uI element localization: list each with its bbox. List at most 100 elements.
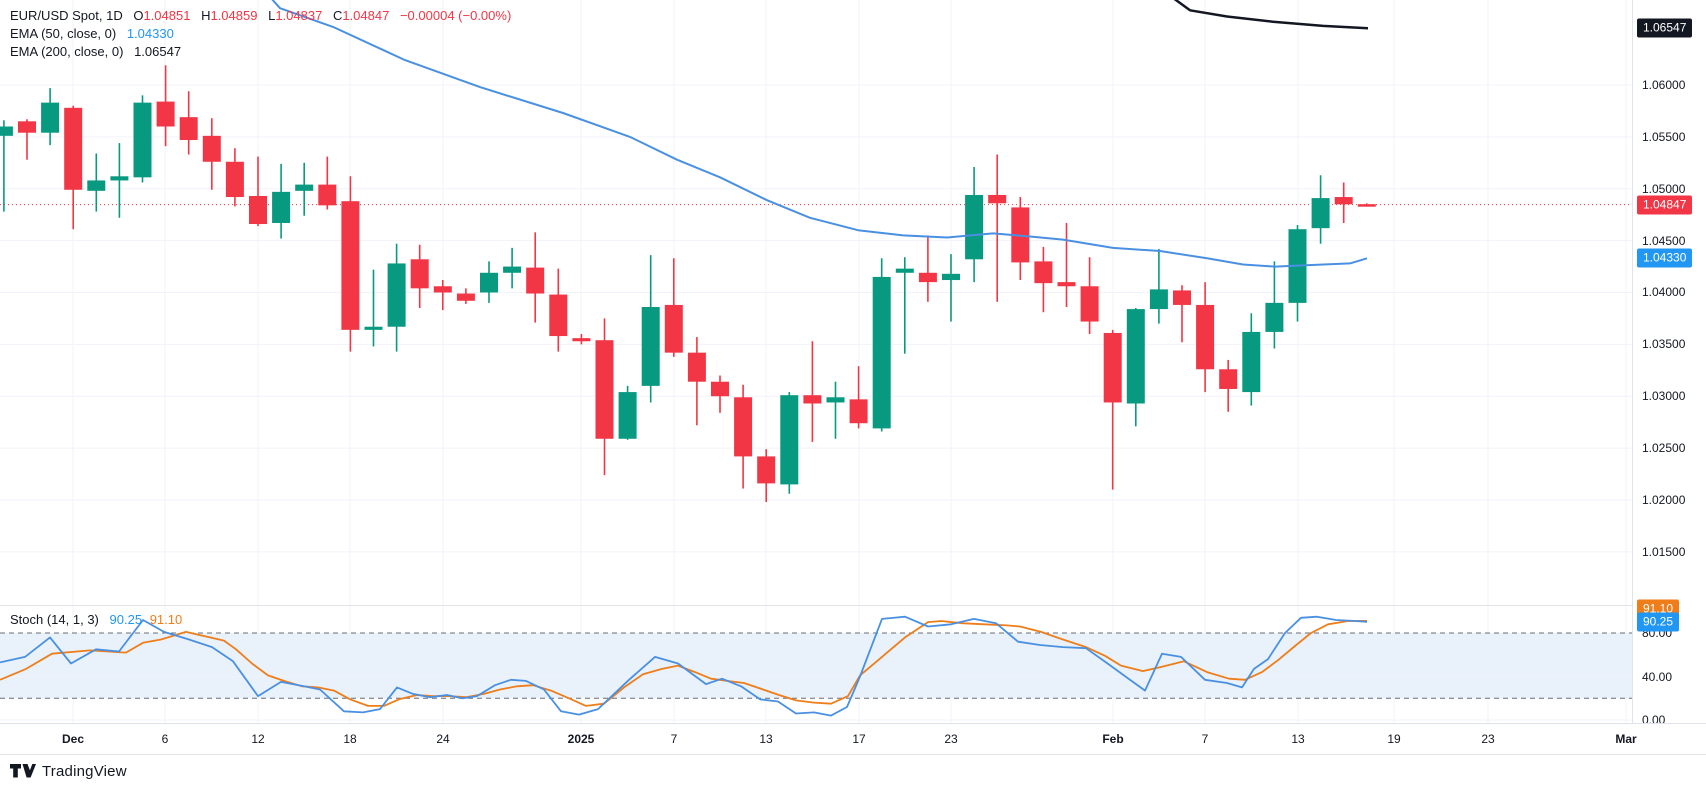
candle-body[interactable] <box>988 194 1007 204</box>
candle-body[interactable] <box>456 293 475 301</box>
candle-body[interactable] <box>1057 282 1076 287</box>
candle-body[interactable] <box>1149 289 1168 310</box>
time-tick-label: 24 <box>436 732 450 746</box>
candle-body[interactable] <box>572 338 591 342</box>
candle-body[interactable] <box>410 259 429 289</box>
price-badge: 1.04847 <box>1637 195 1693 215</box>
price-tick-label: 1.04500 <box>1642 233 1686 248</box>
candle-body[interactable] <box>803 395 822 404</box>
high-label: H <box>201 8 211 23</box>
candle-body[interactable] <box>757 456 776 484</box>
tradingview-logo[interactable]: TradingView <box>10 760 127 782</box>
time-axis[interactable]: Dec 6 12 18 24 2025 7 13 17 23 Feb 7 13 19 23 Mar <box>0 723 1706 755</box>
candle-body[interactable] <box>249 196 267 225</box>
candle-body[interactable] <box>1126 309 1145 404</box>
price-tick-label: 1.03000 <box>1642 389 1686 404</box>
candle-body[interactable] <box>895 268 914 273</box>
candle-body[interactable] <box>433 286 452 293</box>
symbol-title: EUR/USD Spot, 1D <box>10 8 123 23</box>
open-value: 1.04851 <box>143 8 191 23</box>
high-value: 1.04859 <box>210 8 258 23</box>
stoch-badge: 90.25 <box>1637 612 1680 632</box>
candle-body[interactable] <box>318 184 337 206</box>
candle-body[interactable] <box>1034 261 1053 284</box>
candle-body[interactable] <box>87 180 106 191</box>
candle-body[interactable] <box>1334 197 1353 205</box>
candle-body[interactable] <box>1080 286 1099 322</box>
ema50-line <box>271 0 1368 268</box>
price-badge: 1.04330 <box>1637 248 1693 268</box>
candle-body[interactable] <box>1103 332 1122 403</box>
candle-body[interactable] <box>1173 290 1191 305</box>
price-tick-label: 1.02500 <box>1642 441 1686 456</box>
candle-body[interactable] <box>1242 331 1261 393</box>
candle-body[interactable] <box>110 176 129 181</box>
candle-body[interactable] <box>780 395 799 485</box>
candle-body[interactable] <box>526 267 545 294</box>
time-tick-label: 19 <box>1387 732 1401 746</box>
candle-body[interactable] <box>849 399 868 424</box>
stoch-label: Stoch (14, 1, 3) <box>10 612 99 627</box>
candle-body[interactable] <box>965 194 984 260</box>
brand-name: TradingView <box>42 762 127 780</box>
price-tick-label: 1.05500 <box>1642 129 1686 144</box>
candle-body[interactable] <box>1311 198 1330 229</box>
candle-body[interactable] <box>1196 304 1215 370</box>
candle-body[interactable] <box>618 392 637 439</box>
stoch-legend-row[interactable]: Stoch (14, 1, 3) 90.25 91.10 <box>10 612 182 627</box>
candle-body[interactable] <box>64 107 83 190</box>
time-tick-label: 2025 <box>567 732 595 746</box>
candle-body[interactable] <box>272 191 291 223</box>
candle-body[interactable] <box>341 201 360 330</box>
candle-body[interactable] <box>0 126 13 136</box>
close-value: 1.04847 <box>342 8 390 23</box>
candle-body[interactable] <box>687 352 706 382</box>
time-tick-label: 18 <box>343 732 357 746</box>
symbol-legend-row[interactable]: EUR/USD Spot, 1D O1.04851 H1.04859 L1.04… <box>10 8 511 23</box>
candle-body[interactable] <box>387 263 406 327</box>
pane-separator[interactable] <box>0 605 1632 606</box>
candle-body[interactable] <box>225 161 244 198</box>
candle-body[interactable] <box>595 340 614 439</box>
candle-body[interactable] <box>295 184 314 191</box>
ema200-value: 1.06547 <box>134 44 182 59</box>
candle-body[interactable] <box>711 381 729 397</box>
candle-body[interactable] <box>918 272 937 283</box>
price-badge: 1.06547 <box>1637 18 1693 38</box>
price-axis[interactable]: 1.06000 1.05500 1.05000 1.04500 1.04000 1.035… <box>1632 0 1706 753</box>
time-tick-label: Dec <box>61 732 85 746</box>
close-label: C <box>332 8 343 23</box>
candle-body[interactable] <box>41 102 60 133</box>
candle-body[interactable] <box>202 135 221 162</box>
candle-body[interactable] <box>641 307 660 386</box>
candle-body[interactable] <box>364 326 383 330</box>
ema200-line <box>1173 0 1369 30</box>
candle-body[interactable] <box>133 102 152 178</box>
time-tick-label: Feb <box>1102 732 1124 746</box>
chart-canvas[interactable] <box>0 0 1632 753</box>
candle-body[interactable] <box>18 121 36 133</box>
candle-body[interactable] <box>503 266 522 273</box>
candle-body[interactable] <box>156 101 175 127</box>
candle-body[interactable] <box>1357 204 1376 207</box>
price-tick-label: 1.02000 <box>1642 492 1686 507</box>
candle-body[interactable] <box>179 117 198 140</box>
candle-body[interactable] <box>664 304 683 353</box>
stoch-k-value: 90.25 <box>109 612 143 627</box>
change-value: −0.00004 (−0.00%) <box>399 8 512 23</box>
time-tick-label: 13 <box>759 732 773 746</box>
candle-body[interactable] <box>1265 302 1284 332</box>
price-tick-label: 1.03500 <box>1642 337 1686 352</box>
candle-body[interactable] <box>480 272 498 293</box>
candle-body[interactable] <box>549 294 568 337</box>
candle-body[interactable] <box>1219 369 1238 389</box>
stoch-d-value: 91.10 <box>149 612 183 627</box>
candle-body[interactable] <box>872 276 891 429</box>
ema50-legend-row[interactable]: EMA (50, close, 0) 1.04330 <box>10 26 174 41</box>
stoch-band <box>0 633 1632 699</box>
candle-body[interactable] <box>826 397 845 403</box>
candle-body[interactable] <box>942 273 960 281</box>
candle-body[interactable] <box>734 397 753 457</box>
time-tick-label: 17 <box>852 732 866 746</box>
ema200-legend-row[interactable]: EMA (200, close, 0) 1.06547 <box>10 44 181 59</box>
